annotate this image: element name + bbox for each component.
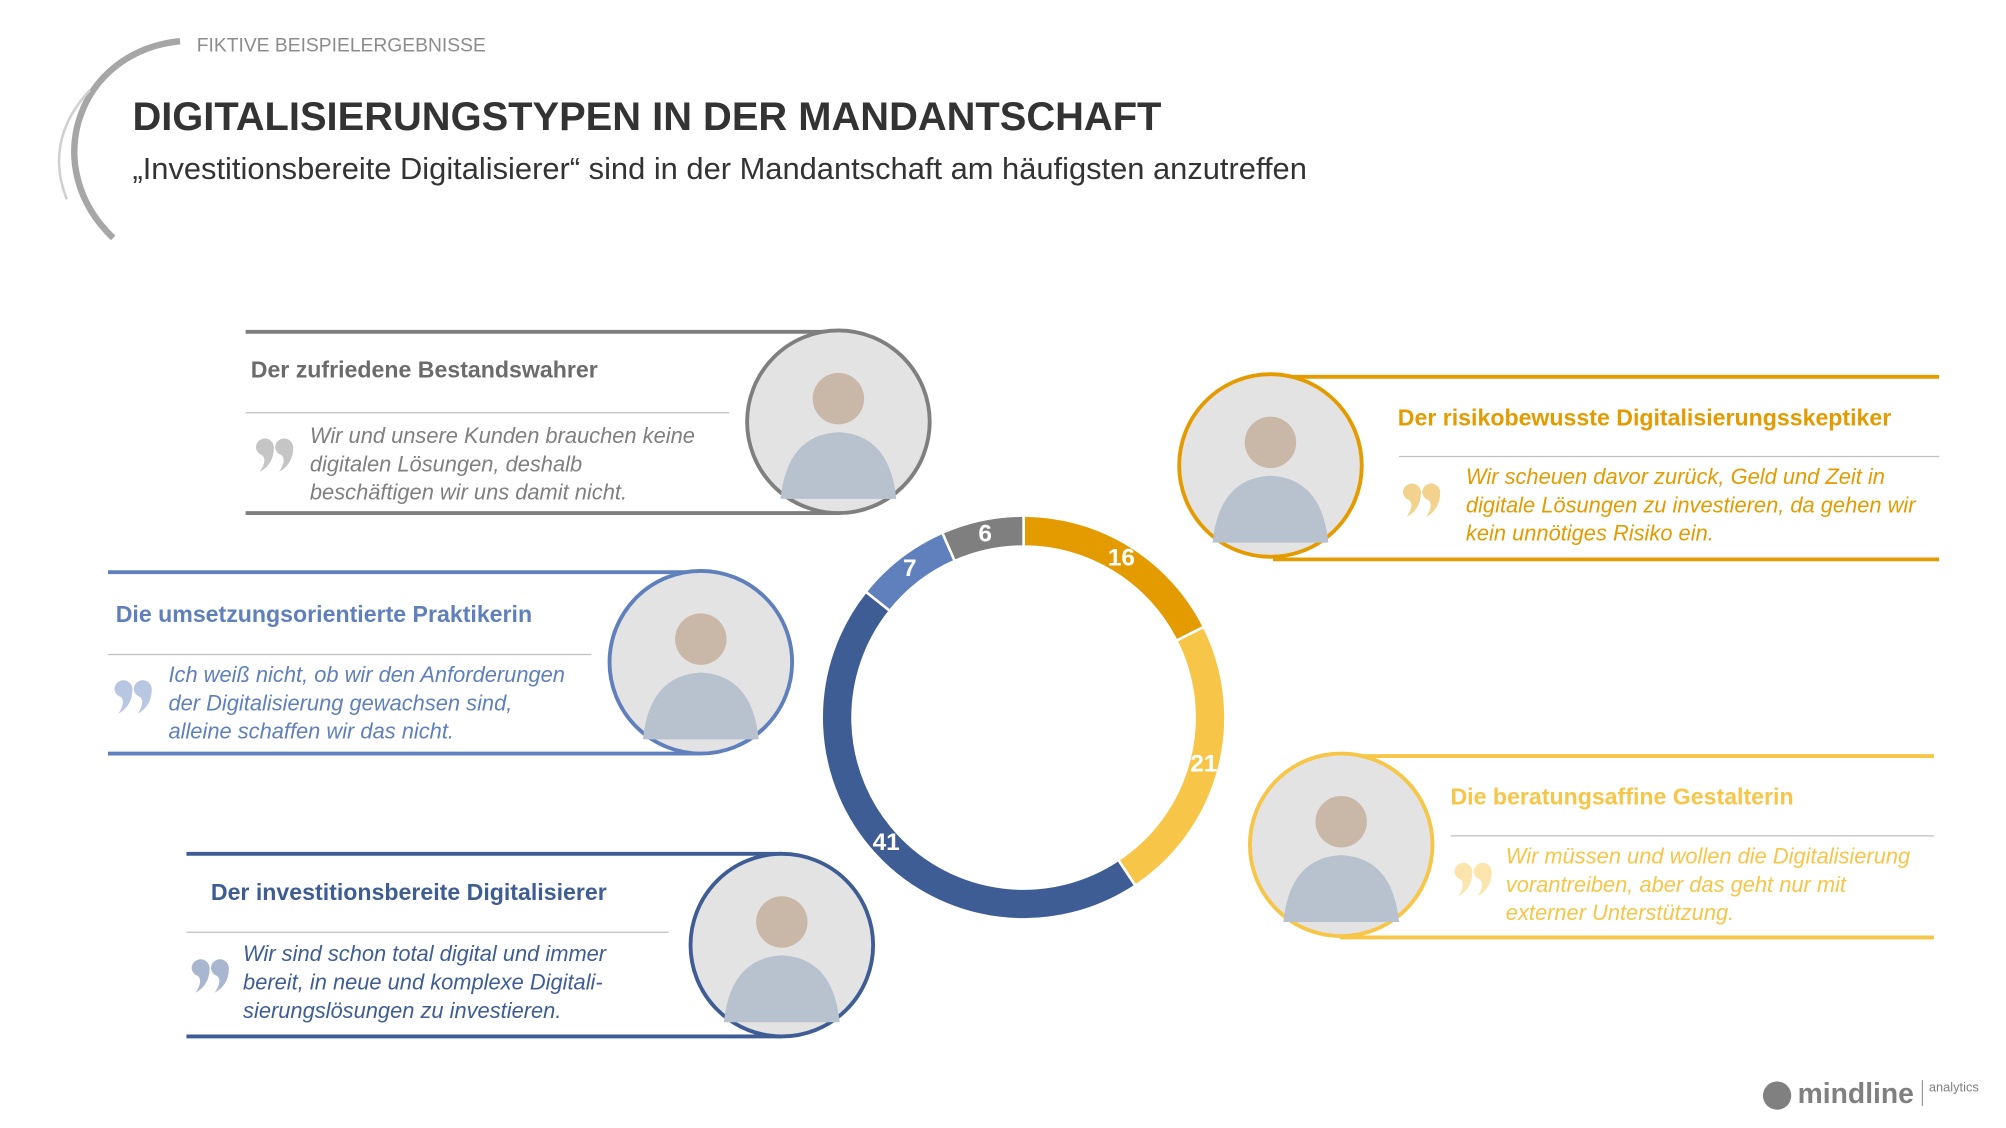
card-quote: digitale Lösungen zu investieren, da geh…: [1466, 492, 1917, 517]
quote-mark: [114, 680, 133, 714]
photo-body: [1212, 475, 1329, 543]
decor-arc-thin: [57, 89, 91, 200]
quote-mark: [1473, 862, 1492, 897]
quote-mark: [210, 959, 229, 993]
decor-arc: [71, 37, 181, 241]
card-title: Die umsetzungsorientierte Praktikerin: [116, 601, 532, 627]
card-quote: beschäftigen wir uns damit nicht.: [310, 480, 627, 505]
quote-mark: [1402, 483, 1421, 517]
card-quote: Wir müssen und wollen die Digitalisierun…: [1506, 843, 1910, 868]
quote-mark: [1454, 862, 1473, 897]
logo-icon: [1762, 1081, 1792, 1110]
data-label: 16: [1108, 544, 1135, 571]
donut-segment: [1022, 514, 1206, 643]
card-title: Der zufriedene Bestandswahrer: [251, 357, 598, 383]
card-quote: digitalen Lösungen, deshalb: [310, 451, 582, 476]
quote-mark: [1422, 483, 1441, 517]
data-label: 6: [978, 521, 992, 548]
data-label: 41: [873, 829, 900, 856]
logo-suffix: analytics: [1929, 1079, 1979, 1094]
card-quote: sierungslösungen zu investieren.: [243, 998, 561, 1023]
card-quote: bereit, in neue und komplexe Digitali-: [243, 969, 603, 994]
card-quote: der Digitalisierung gewachsen sind,: [168, 690, 512, 715]
photo-body: [780, 432, 897, 499]
slide-subtitle: „Investitionsbereite Digitalisierer“ sin…: [132, 151, 1306, 186]
data-label: 7: [903, 555, 917, 582]
slide-label: FIKTIVE BEISPIELERGEBNISSE: [197, 35, 486, 56]
data-label: 21: [1190, 751, 1217, 778]
logo-name: mindline: [1798, 1077, 1914, 1109]
card-quote: alleine schaffen wir das nicht.: [168, 719, 454, 744]
photo-body: [642, 672, 759, 740]
photo-head: [756, 896, 808, 948]
photo-head: [812, 372, 865, 425]
card-quote: Wir und unsere Kunden brauchen keine: [310, 423, 695, 448]
card-quote: externer Unterstützung.: [1506, 900, 1734, 925]
card-quote: kein unnötiges Risiko ein.: [1466, 521, 1714, 546]
card-quote: Wir scheuen davor zurück, Geld und Zeit …: [1466, 464, 1885, 489]
card-quote: Ich weiß nicht, ob wir den Anforderungen: [168, 662, 565, 687]
photo-head: [1244, 416, 1297, 469]
quote-mark: [255, 438, 274, 472]
card-quote: Wir sind schon total digital und immer: [243, 941, 608, 966]
photo-body: [1283, 855, 1400, 922]
photo-head: [1315, 795, 1367, 848]
card-quote: vorantreiben, aber das geht nur mit: [1506, 872, 1847, 897]
quote-mark: [191, 959, 210, 993]
card-title: Der risikobewusste Digitalisierungsskept…: [1398, 404, 1892, 430]
quote-mark: [275, 438, 294, 472]
card-title: Die beratungsaffine Gestalterin: [1450, 784, 1793, 810]
donut-segment: [940, 514, 1025, 563]
quote-mark: [133, 680, 152, 714]
photo-body: [723, 955, 840, 1023]
photo-head: [675, 613, 727, 665]
slide-title: DIGITALISIERUNGSTYPEN IN DER MANDANTSCHA…: [132, 95, 1161, 139]
donut-segment: [820, 589, 1138, 921]
card-title: Der investitionsbereite Digitalisierer: [211, 879, 607, 905]
